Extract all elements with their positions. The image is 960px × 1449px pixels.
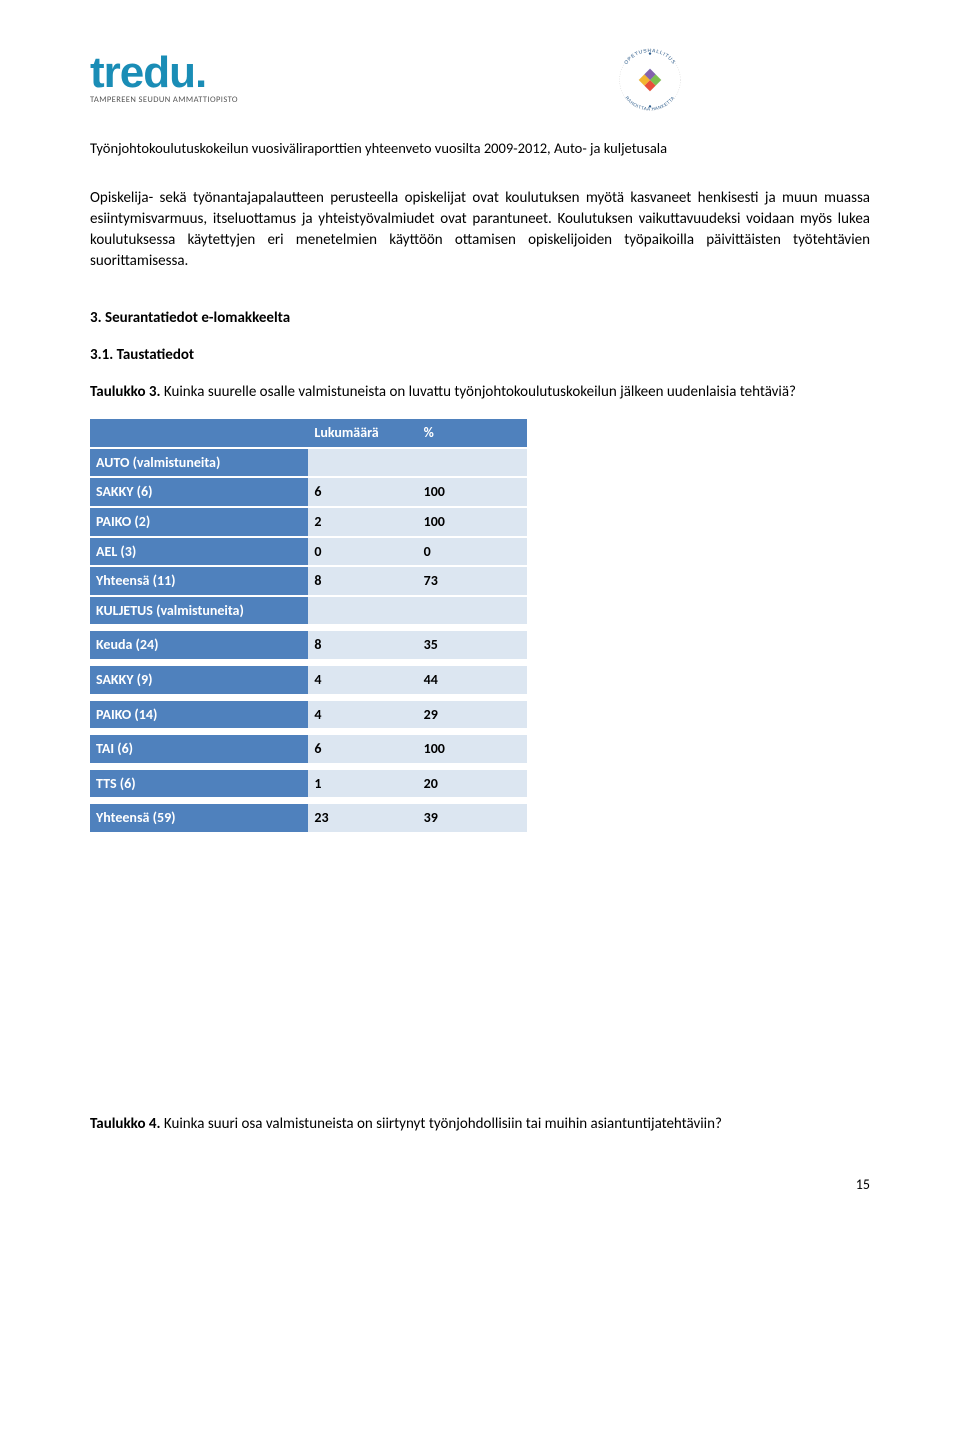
table-row: SAKKY (6)6100 (90, 477, 527, 507)
document-title: Työnjohtokoulutuskokeilun vuosivälirapor… (90, 138, 870, 158)
svg-text:RAHOITTAA HANKETTA: RAHOITTAA HANKETTA (624, 95, 675, 111)
table-row-count: 4 (308, 666, 417, 695)
table-row-label: PAIKO (14) (90, 701, 308, 730)
table-row-label: PAIKO (2) (90, 507, 308, 537)
table-row-count: 0 (308, 537, 417, 567)
table-row-pct: 100 (418, 735, 527, 764)
table-row-count: 6 (308, 477, 417, 507)
table3-caption-label: Taulukko 3. (90, 383, 161, 401)
table-row-pct: 100 (418, 477, 527, 507)
table3-body: AUTO (valmistuneita)SAKKY (6)6100PAIKO (… (90, 448, 527, 833)
table-row-count: 8 (308, 566, 417, 596)
table3-header-empty (90, 419, 308, 448)
table-row-label: SAKKY (9) (90, 666, 308, 695)
table-row-count: 8 (308, 631, 417, 660)
table-row: Yhteensä (59)2339 (90, 804, 527, 833)
tredu-logo-text: tredu. (90, 53, 206, 93)
table-row-label: SAKKY (6) (90, 477, 308, 507)
oph-bottom-text: RAHOITTAA HANKETTA (624, 95, 675, 111)
tredu-word: tredu (90, 48, 195, 97)
table-row-label: Yhteensä (11) (90, 566, 308, 596)
table-row-label: TTS (6) (90, 770, 308, 799)
table-row: PAIKO (2)2100 (90, 507, 527, 537)
tredu-logo-subtitle: TAMPEREEN SEUDUN AMMATTIOPISTO (90, 95, 238, 107)
table-row-label: AEL (3) (90, 537, 308, 567)
table-row-pct: 100 (418, 507, 527, 537)
table-row: PAIKO (14)429 (90, 701, 527, 730)
table-row-pct (418, 448, 527, 478)
table3-header-pct: % (418, 419, 527, 448)
oph-top-text: OPETUSHALLITUS (623, 48, 676, 66)
table-row-count (308, 448, 417, 478)
table-row-count: 23 (308, 804, 417, 833)
section-3-1-heading: 3.1. Taustatiedot (90, 345, 870, 366)
intro-paragraph: Opiskelija- sekä työnantajapalautteen pe… (90, 188, 870, 272)
table-row-label: KULJETUS (valmistuneita) (90, 596, 308, 626)
table-row-pct: 29 (418, 701, 527, 730)
table4-caption: Taulukko 4. Kuinka suuri osa valmistunei… (90, 1114, 870, 1135)
table-row-pct (418, 596, 527, 626)
table3-caption-text: Kuinka suurelle osalle valmistuneista on… (161, 383, 796, 401)
table-row: AUTO (valmistuneita) (90, 448, 527, 478)
table-row-count: 1 (308, 770, 417, 799)
tredu-dot: . (195, 48, 206, 97)
table-row-count: 6 (308, 735, 417, 764)
table-row-label: Keuda (24) (90, 631, 308, 660)
table3-header-row: Lukumäärä % (90, 419, 527, 448)
table3-header-count: Lukumäärä (308, 419, 417, 448)
table-row: SAKKY (9)444 (90, 666, 527, 695)
table3: Lukumäärä % AUTO (valmistuneita)SAKKY (6… (90, 419, 527, 834)
table3-caption: Taulukko 3. Kuinka suurelle osalle valmi… (90, 382, 870, 403)
table-row: KULJETUS (valmistuneita) (90, 596, 527, 626)
table-row-count: 2 (308, 507, 417, 537)
table4-caption-label: Taulukko 4. (90, 1115, 161, 1133)
table4-caption-text: Kuinka suuri osa valmistuneista on siirt… (161, 1115, 722, 1133)
table-row: AEL (3)00 (90, 537, 527, 567)
page-number: 15 (90, 1175, 870, 1195)
table-row-pct: 0 (418, 537, 527, 567)
page-header: tredu. TAMPEREEN SEUDUN AMMATTIOPISTO OP… (90, 40, 870, 120)
oph-logo: OPETUSHALLITUS RAHOITTAA HANKETTA (610, 40, 690, 120)
tredu-logo: tredu. TAMPEREEN SEUDUN AMMATTIOPISTO (90, 53, 238, 106)
oph-logo-svg: OPETUSHALLITUS RAHOITTAA HANKETTA (610, 40, 690, 120)
table-row: Keuda (24)835 (90, 631, 527, 660)
table-row: TTS (6)120 (90, 770, 527, 799)
table-row-label: TAI (6) (90, 735, 308, 764)
table-row-count (308, 596, 417, 626)
table-row: TAI (6)6100 (90, 735, 527, 764)
table-row-pct: 73 (418, 566, 527, 596)
table-row-count: 4 (308, 701, 417, 730)
section-3-heading: 3. Seurantatiedot e-lomakkeelta (90, 308, 870, 329)
table-row-pct: 44 (418, 666, 527, 695)
table-row-pct: 35 (418, 631, 527, 660)
table-row-pct: 39 (418, 804, 527, 833)
table-row-label: Yhteensä (59) (90, 804, 308, 833)
table-row-label: AUTO (valmistuneita) (90, 448, 308, 478)
table-row-pct: 20 (418, 770, 527, 799)
table-row: Yhteensä (11)873 (90, 566, 527, 596)
svg-text:OPETUSHALLITUS: OPETUSHALLITUS (623, 48, 676, 66)
